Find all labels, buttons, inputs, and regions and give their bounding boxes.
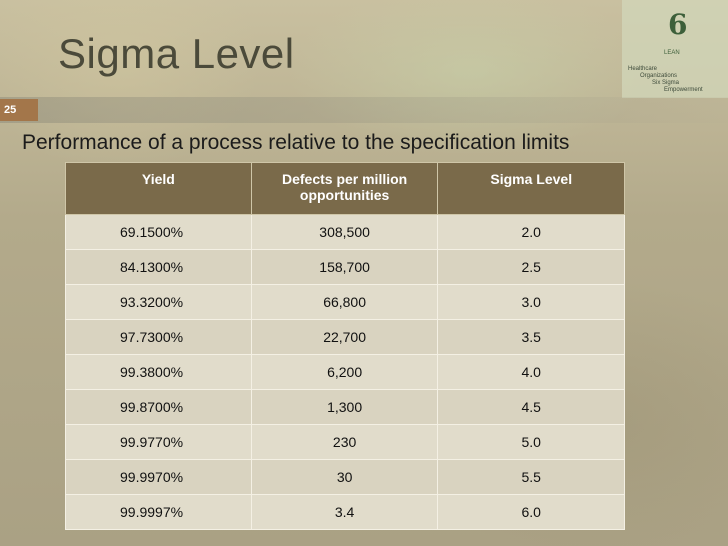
- yield-cell: 99.9997%: [65, 494, 252, 530]
- sigma-level-cell: 3.5: [437, 319, 625, 355]
- yield-cell: 84.1300%: [65, 249, 252, 285]
- slide-title: Sigma Level: [58, 30, 295, 77]
- yield-cell: 99.8700%: [65, 389, 252, 425]
- sigma-level-cell: 4.0: [437, 354, 625, 390]
- logo-acronym-line: Healthcare: [628, 66, 658, 72]
- column-header-sigma-level: Sigma Level: [437, 162, 625, 215]
- defects-cell: 1,300: [250, 389, 439, 425]
- table-header-row: Yield Defects per million opportunities …: [65, 162, 625, 215]
- sigma-level-cell: 4.5: [437, 389, 625, 425]
- table-row: 99.9997% 3.4 6.0: [65, 494, 625, 530]
- yield-cell: 93.3200%: [65, 284, 252, 320]
- table-row: 97.7300% 22,700 3.5: [65, 319, 625, 355]
- defects-cell: 230: [250, 424, 439, 460]
- column-header-yield: Yield: [65, 162, 252, 215]
- yield-cell: 69.1500%: [65, 214, 252, 250]
- yield-cell: 99.9770%: [65, 424, 252, 460]
- logo-acronym-line: Six Sigma: [652, 80, 680, 86]
- yield-cell: 97.7300%: [65, 319, 252, 355]
- defects-cell: 22,700: [250, 319, 439, 355]
- sigma-level-cell: 2.0: [437, 214, 625, 250]
- sigma-level-cell: 6.0: [437, 494, 625, 530]
- table-row: 84.1300% 158,700 2.5: [65, 249, 625, 285]
- table-row: 99.9970% 30 5.5: [65, 459, 625, 495]
- organization-logo: 6 LEAN Healthcare Organizations Six Sigm…: [622, 0, 728, 98]
- logo-acronym-line: Organizations: [640, 73, 678, 79]
- defects-cell: 308,500: [250, 214, 439, 250]
- yield-cell: 99.3800%: [65, 354, 252, 390]
- table-row: 99.9770% 230 5.0: [65, 424, 625, 460]
- six-sigma-symbol: 6: [668, 8, 688, 41]
- sigma-level-cell: 5.5: [437, 459, 625, 495]
- defects-cell: 6,200: [250, 354, 439, 390]
- table-row: 99.8700% 1,300 4.5: [65, 389, 625, 425]
- sigma-level-cell: 3.0: [437, 284, 625, 320]
- table-row: 99.3800% 6,200 4.0: [65, 354, 625, 390]
- sigma-level-cell: 2.5: [437, 249, 625, 285]
- table-row: 93.3200% 66,800 3.0: [65, 284, 625, 320]
- sigma-level-cell: 5.0: [437, 424, 625, 460]
- logo-acronym-line: Empowerment: [664, 87, 703, 93]
- yield-cell: 99.9970%: [65, 459, 252, 495]
- defects-cell: 3.4: [250, 494, 439, 530]
- sigma-level-table: Yield Defects per million opportunities …: [65, 162, 625, 530]
- column-header-defects: Defects per million opportunities: [250, 162, 439, 215]
- page-number-badge: 25: [0, 99, 38, 121]
- defects-cell: 66,800: [250, 284, 439, 320]
- logo-tagline: LEAN: [664, 50, 680, 56]
- header-divider-bar: [0, 97, 728, 123]
- defects-cell: 158,700: [250, 249, 439, 285]
- defects-cell: 30: [250, 459, 439, 495]
- table-row: 69.1500% 308,500 2.0: [65, 214, 625, 250]
- slide-subtitle: Performance of a process relative to the…: [22, 131, 570, 154]
